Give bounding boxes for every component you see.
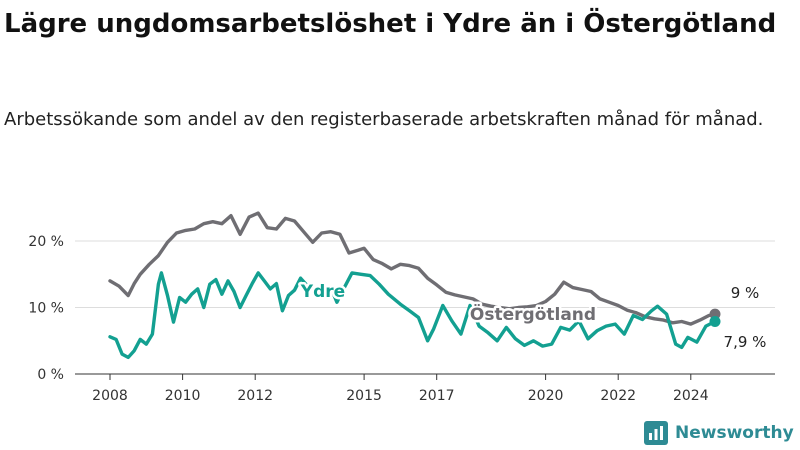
newsworthy-logo-icon xyxy=(644,421,668,445)
x-tick-label: 2010 xyxy=(165,388,201,404)
end-label-ostergotland: 9 % xyxy=(731,284,760,302)
y-tick-label: 20 % xyxy=(28,234,64,250)
brand-logo: Newsworthy xyxy=(644,420,794,446)
chart-title: Lägre ungdomsarbetslöshet i Ydre än i Ös… xyxy=(4,9,777,39)
series-label-ostergotland: Östergötland xyxy=(470,303,596,325)
x-tick-label: 2024 xyxy=(673,388,709,404)
end-label-ydre: 7,9 % xyxy=(724,333,767,351)
series-label-ydre: Ydre xyxy=(300,282,345,302)
y-tick-label: 0 % xyxy=(37,367,64,383)
brand-name: Newsworthy xyxy=(675,423,794,443)
y-tick-label: 10 % xyxy=(28,301,64,317)
end-point-ydre xyxy=(709,315,721,327)
x-tick-label: 2017 xyxy=(419,388,455,404)
chart-subtitle: Arbetssökande som andel av den registerb… xyxy=(4,109,764,130)
x-tick-label: 2008 xyxy=(92,388,128,404)
x-tick-label: 2012 xyxy=(237,388,273,404)
series-line-ydre xyxy=(108,271,717,360)
x-tick-label: 2015 xyxy=(346,388,382,404)
x-tick-label: 2022 xyxy=(600,388,636,404)
series-line--sterg-tland xyxy=(108,211,717,326)
x-tick-label: 2020 xyxy=(528,388,564,404)
